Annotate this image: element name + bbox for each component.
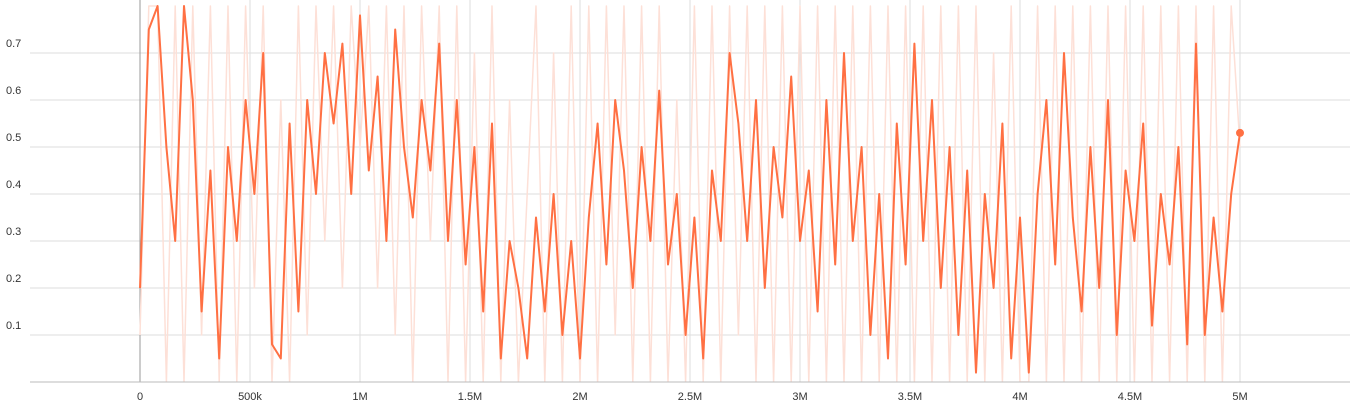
x-tick-label: 1M: [352, 391, 367, 403]
y-tick-label: 0.1: [6, 320, 21, 332]
x-tick-label: 4M: [1012, 391, 1027, 403]
x-tick-label: 5M: [1232, 391, 1247, 403]
y-tick-label: 0.7: [6, 38, 21, 50]
x-tick-label: 1.5M: [458, 391, 482, 403]
x-tick-label: 500k: [238, 391, 262, 403]
x-tick-label: 0: [137, 391, 143, 403]
x-tick-label: 4.5M: [1118, 391, 1142, 403]
y-tick-label: 0.2: [6, 273, 21, 285]
y-tick-label: 0.4: [6, 179, 21, 191]
y-tick-label: 0.5: [6, 132, 21, 144]
x-tick-label: 3.5M: [898, 391, 922, 403]
y-tick-label: 0.6: [6, 85, 21, 97]
series-line: [139, 5, 1241, 374]
end-marker: [1236, 128, 1244, 137]
x-tick-label: 3M: [792, 391, 807, 403]
series-line: [139, 5, 1241, 382]
plot-area: [139, 5, 1241, 382]
x-tick-label: 2M: [572, 391, 587, 403]
y-tick-label: 0.3: [6, 226, 21, 238]
x-tick-label: 2.5M: [678, 391, 702, 403]
